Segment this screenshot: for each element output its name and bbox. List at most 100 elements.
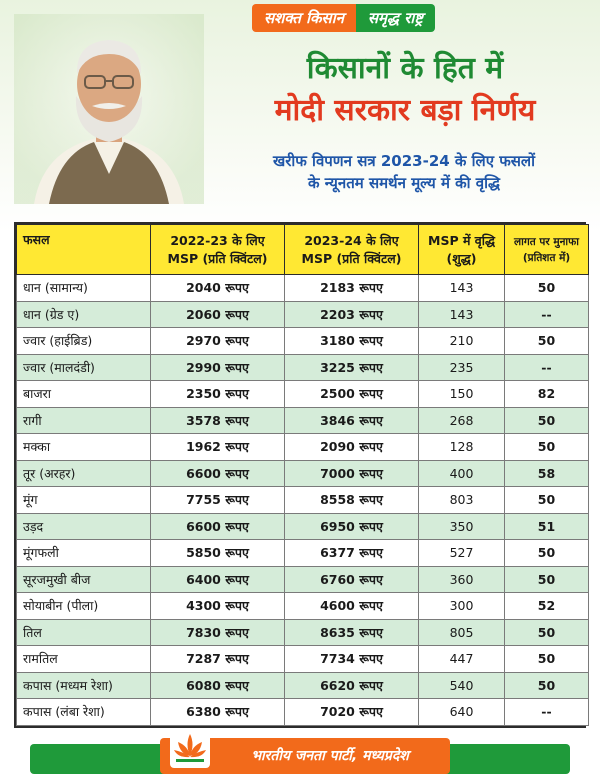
- subheadline-line-2: के न्यूनतम समर्थन मूल्य में की वृद्धि: [308, 174, 500, 192]
- cell-profit: 50: [504, 327, 589, 355]
- cell-increase: 235: [418, 353, 505, 381]
- cell-msp-2022: 6600 रूपए: [150, 459, 285, 487]
- lotus-logo-icon: [168, 726, 212, 770]
- table-row: मूंग 7755 रूपए 8558 रूपए 803 50: [16, 486, 589, 514]
- slogan-left: सशक्त किसान: [252, 4, 356, 32]
- cell-msp-2022: 7755 रूपए: [150, 486, 285, 514]
- table-row: कपास (मध्यम रेशा) 6080 रूपए 6620 रूपए 540 50: [16, 671, 589, 699]
- cell-increase: 268: [418, 406, 505, 434]
- table-row: बाजरा 2350 रूपए 2500 रूपए 150 82: [16, 380, 589, 408]
- cell-msp-2022: 6080 रूपए: [150, 671, 285, 699]
- cell-crop: सोयाबीन (पीला): [16, 592, 151, 620]
- cell-msp-2022: 6380 रूपए: [150, 698, 285, 726]
- cell-msp-2022: 6400 रूपए: [150, 565, 285, 593]
- msp-table: फसल 2022-23 के लिए MSP (प्रति क्विंटल) 2…: [14, 222, 589, 728]
- cell-msp-2022: 4300 रूपए: [150, 592, 285, 620]
- cell-msp-2022: 2040 रूपए: [150, 274, 285, 302]
- cell-profit: 50: [504, 433, 589, 461]
- table-row: सूरजमुखी बीज 6400 रूपए 6760 रूपए 360 50: [16, 565, 589, 593]
- cell-increase: 128: [418, 433, 505, 461]
- cell-profit: 50: [504, 539, 589, 567]
- cell-msp-2022: 2060 रूपए: [150, 300, 285, 328]
- cell-profit: 50: [504, 406, 589, 434]
- headline-line-2: मोदी सरकार बड़ा निर्णय: [274, 93, 536, 128]
- cell-crop: मूंग: [16, 486, 151, 514]
- cell-msp-2022: 7287 रूपए: [150, 645, 285, 673]
- cell-msp-2023: 6950 रूपए: [284, 512, 419, 540]
- table-row: तिल 7830 रूपए 8635 रूपए 805 50: [16, 618, 589, 646]
- cell-increase: 400: [418, 459, 505, 487]
- header-increase-line1: MSP में वृद्धि: [428, 232, 495, 248]
- cell-increase: 210: [418, 327, 505, 355]
- cell-crop: मूंगफली: [16, 539, 151, 567]
- header-msp-2022-line1: 2022-23 के लिए: [170, 232, 265, 248]
- cell-crop: धान (सामान्य): [16, 274, 151, 302]
- cell-msp-2023: 3225 रूपए: [284, 353, 419, 381]
- cell-increase: 803: [418, 486, 505, 514]
- header-increase: MSP में वृद्धि (शुद्ध): [418, 224, 505, 275]
- header-msp-2022: 2022-23 के लिए MSP (प्रति क्विंटल): [150, 224, 285, 275]
- cell-msp-2023: 6760 रूपए: [284, 565, 419, 593]
- slogan-right: समृद्ध राष्ट्र: [355, 4, 436, 32]
- cell-msp-2022: 7830 रूपए: [150, 618, 285, 646]
- cell-msp-2022: 2350 रूपए: [150, 380, 285, 408]
- cell-increase: 640: [418, 698, 505, 726]
- cell-msp-2022: 6600 रूपए: [150, 512, 285, 540]
- cell-msp-2023: 3180 रूपए: [284, 327, 419, 355]
- table-row: मक्का 1962 रूपए 2090 रूपए 128 50: [16, 433, 589, 461]
- cell-msp-2023: 4600 रूपए: [284, 592, 419, 620]
- table-row: ज्वार (हाईब्रिड) 2970 रूपए 3180 रूपए 210 50: [16, 327, 589, 355]
- table-row: ज्वार (मालदंडी) 2990 रूपए 3225 रूपए 235 --: [16, 353, 589, 381]
- cell-increase: 350: [418, 512, 505, 540]
- slogan-ribbon: सशक्त किसान समृद्ध राष्ट्र: [252, 4, 436, 32]
- cell-profit: 50: [504, 274, 589, 302]
- cell-increase: 527: [418, 539, 505, 567]
- header-increase-line2: (शुद्ध): [446, 250, 477, 266]
- subheadline-line-1: खरीफ विपणन सत्र 2023-24 के लिए फसलों: [272, 152, 535, 170]
- cell-profit: 50: [504, 565, 589, 593]
- cell-msp-2023: 7734 रूपए: [284, 645, 419, 673]
- cell-profit: 51: [504, 512, 589, 540]
- cell-msp-2022: 2970 रूपए: [150, 327, 285, 355]
- cell-profit: --: [504, 698, 589, 726]
- table-row: सोयाबीन (पीला) 4300 रूपए 4600 रूपए 300 52: [16, 592, 589, 620]
- cell-increase: 143: [418, 300, 505, 328]
- headline-line-1: किसानों के हित में: [306, 51, 504, 86]
- header-profit-line1: लागत पर मुनाफा: [514, 235, 579, 248]
- table-row: तूर (अरहर) 6600 रूपए 7000 रूपए 400 58: [16, 459, 589, 487]
- cell-msp-2023: 3846 रूपए: [284, 406, 419, 434]
- cell-profit: 50: [504, 618, 589, 646]
- cell-increase: 143: [418, 274, 505, 302]
- cell-msp-2023: 7020 रूपए: [284, 698, 419, 726]
- cell-increase: 805: [418, 618, 505, 646]
- cell-crop: रामतिल: [16, 645, 151, 673]
- cell-crop: कपास (मध्यम रेशा): [16, 671, 151, 699]
- cell-msp-2023: 2203 रूपए: [284, 300, 419, 328]
- cell-crop: उड़द: [16, 512, 151, 540]
- cell-increase: 300: [418, 592, 505, 620]
- header-msp-2023-line1: 2023-24 के लिए: [304, 232, 399, 248]
- cell-msp-2022: 1962 रूपए: [150, 433, 285, 461]
- footer-org-name: भारतीय जनता पार्टी, मध्यप्रदेश: [251, 748, 409, 764]
- cell-msp-2023: 2500 रूपए: [284, 380, 419, 408]
- header-crop: फसल: [16, 224, 151, 275]
- table-row: कपास (लंबा रेशा) 6380 रूपए 7020 रूपए 640 --: [16, 698, 589, 726]
- header-msp-2023-line2: MSP (प्रति क्विंटल): [301, 250, 402, 266]
- cell-msp-2023: 6377 रूपए: [284, 539, 419, 567]
- cell-msp-2023: 8558 रूपए: [284, 486, 419, 514]
- cell-msp-2022: 2990 रूपए: [150, 353, 285, 381]
- cell-profit: 50: [504, 645, 589, 673]
- cell-crop: तिल: [16, 618, 151, 646]
- cell-crop: मक्का: [16, 433, 151, 461]
- subheadline: खरीफ विपणन सत्र 2023-24 के लिए फसलों के …: [212, 150, 596, 194]
- cell-profit: --: [504, 300, 589, 328]
- cell-msp-2023: 2183 रूपए: [284, 274, 419, 302]
- table-row: रागी 3578 रूपए 3846 रूपए 268 50: [16, 406, 589, 434]
- cell-profit: 52: [504, 592, 589, 620]
- cell-crop: धान (ग्रेड ए): [16, 300, 151, 328]
- cell-crop: रागी: [16, 406, 151, 434]
- cell-msp-2023: 7000 रूपए: [284, 459, 419, 487]
- table-row: धान (सामान्य) 2040 रूपए 2183 रूपए 143 50: [16, 274, 589, 302]
- cell-crop: तूर (अरहर): [16, 459, 151, 487]
